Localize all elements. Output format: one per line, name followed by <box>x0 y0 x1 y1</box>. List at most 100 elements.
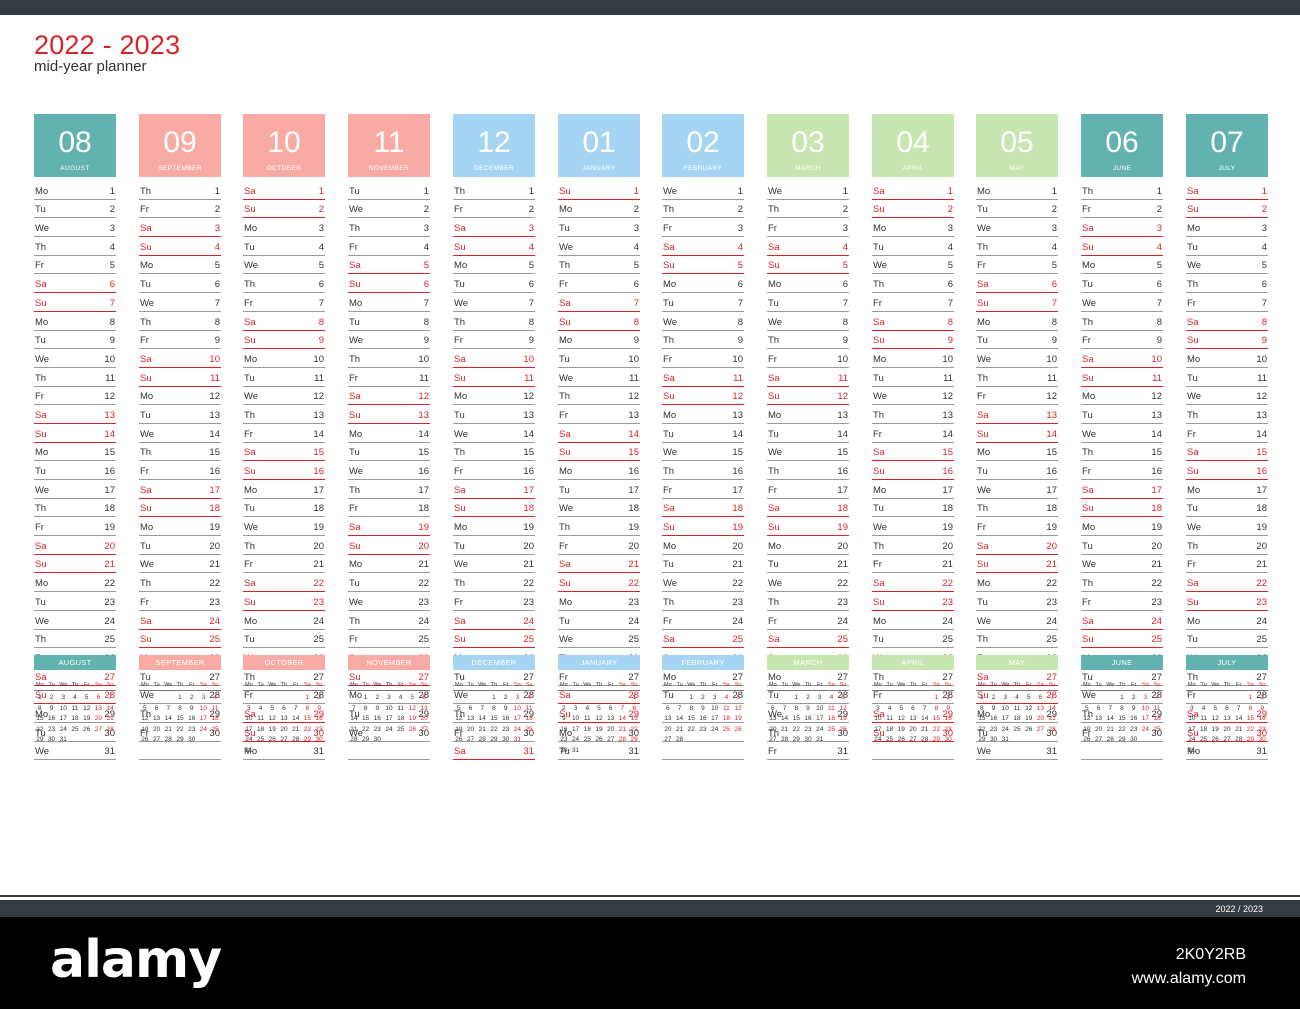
day-row: We 28 <box>453 686 535 705</box>
day-number: 22 <box>313 578 324 590</box>
mini-day: 22 <box>490 725 498 733</box>
day-name: Tu <box>35 204 46 216</box>
mini-day: 30 <box>315 736 323 743</box>
day-name: Sa <box>873 447 885 459</box>
day-number: 19 <box>628 522 639 534</box>
day-name: Sa <box>244 316 256 328</box>
day-number: 5 <box>214 260 220 272</box>
day-number: 13 <box>837 409 848 421</box>
bottom-divider <box>0 895 1300 897</box>
month-number: 10 <box>267 126 301 159</box>
mini-day: 9 <box>701 704 705 712</box>
day-name: Sa <box>349 260 361 272</box>
day-name: Fr <box>559 279 568 291</box>
day-row: Tu 25 <box>243 630 325 649</box>
day-row: Sa 15 <box>243 443 325 462</box>
mini-weekday: Mo <box>1188 682 1196 688</box>
day-name: Mo <box>1187 223 1201 235</box>
mini-day: 22 <box>36 725 44 733</box>
day-number: 22 <box>104 578 115 590</box>
mini-day: 10 <box>513 704 522 712</box>
mini-weekday: Mo <box>36 682 44 688</box>
day-number: 1 <box>947 185 953 197</box>
day-number: 7 <box>214 297 220 309</box>
day-name: Tu <box>873 634 884 646</box>
day-name: Mo <box>349 690 363 702</box>
day-row: Sa 6 <box>34 274 116 294</box>
day-row: Su 27 <box>348 667 430 686</box>
day-name: Sa <box>873 708 885 720</box>
day-row: Sa 1 <box>872 181 954 200</box>
mini-day: 24 <box>199 725 208 733</box>
day-row: Mo 8 <box>976 312 1058 331</box>
day-row: Sa 19 <box>348 517 430 537</box>
day-row: Th 12 <box>558 387 640 406</box>
day-row: Sa 22 <box>872 573 954 593</box>
day-number: 2 <box>1051 204 1057 216</box>
mini-calendar: Mo Tu We Th Fr Sa Su 1 2 3 4 5 6 7 8 9 10 11 12 13 14 15 16 17 1… <box>453 682 535 746</box>
month-column: 08 AUGUST Mo 1 Tu 2 We 3 Th 4 Fr 5 Sa 6 Su 7 Mo 8 Tu 9 We 10 T… <box>34 114 116 761</box>
mini-day: 20 <box>664 725 672 733</box>
month-label-bar: JULY <box>1186 655 1268 670</box>
page-title: 2022 - 2023 <box>34 30 181 60</box>
day-number: 27 <box>104 671 115 683</box>
mini-day: 24 <box>1001 725 1009 733</box>
day-row: Su 25 <box>139 630 221 649</box>
mini-day: 22 <box>932 725 941 733</box>
mini-day: 8 <box>689 704 694 712</box>
day-name: Fr <box>768 615 777 627</box>
day-row: Su 4 <box>453 237 535 256</box>
mini-day: 13 <box>280 715 288 722</box>
day-number: 3 <box>737 223 743 235</box>
day-row: Fr 19 <box>34 517 116 537</box>
day-number: 10 <box>837 353 848 365</box>
day-name: Tu <box>977 335 988 347</box>
mini-day: 2 <box>701 694 705 701</box>
mini-day: 29 <box>303 736 312 743</box>
day-number: 13 <box>104 409 115 421</box>
mini-weekday: Su <box>630 682 638 688</box>
day-number: 7 <box>423 297 429 309</box>
day-row: Th 22 <box>139 573 221 593</box>
day-row: Mo 1 <box>976 181 1058 200</box>
mini-weekday: Th <box>490 682 498 688</box>
day-name: Mo <box>454 522 468 534</box>
mini-day: 25 <box>583 736 591 743</box>
mini-weekday: Su <box>1153 682 1161 688</box>
mini-calendar-header: Mo Tu We Th Fr Sa Su <box>976 682 1058 691</box>
day-number: 15 <box>104 447 115 459</box>
mini-day: 16 <box>699 715 707 722</box>
day-name: Su <box>663 522 675 534</box>
day-name: Fr <box>454 204 463 216</box>
day-number: 25 <box>837 634 848 646</box>
day-number: 19 <box>1046 522 1057 534</box>
day-name: Su <box>244 204 256 216</box>
day-row: Fr 4 <box>348 237 430 256</box>
mini-weekday: Fr <box>922 682 928 688</box>
day-name: We <box>349 466 364 477</box>
day-name: Fr <box>663 615 672 627</box>
day-name: Tu <box>873 241 884 253</box>
mini-day: 30 <box>989 736 998 743</box>
day-row-empty <box>872 742 954 761</box>
day-name: Th <box>454 316 466 328</box>
mini-day: 4 <box>258 704 263 712</box>
mini-day: 6 <box>608 704 613 712</box>
day-row: Mo 16 <box>558 461 640 480</box>
day-row: Mo 8 <box>34 312 116 331</box>
day-number: 19 <box>313 522 324 534</box>
mini-weekday: Mo <box>978 682 986 688</box>
day-row: Fr 20 <box>558 536 640 555</box>
day-number: 21 <box>1256 559 1267 571</box>
day-name: Mo <box>663 540 677 552</box>
day-name: Tu <box>349 185 360 197</box>
day-row: Sa 21 <box>558 555 640 574</box>
mini-day: 7 <box>1050 694 1054 701</box>
day-number: 4 <box>528 241 534 253</box>
month-number: 04 <box>896 126 930 159</box>
mini-day: 26 <box>1083 736 1091 743</box>
day-name: Sa <box>244 708 256 720</box>
mini-day: 12 <box>1083 715 1091 722</box>
day-row: Mo 17 <box>1186 480 1268 499</box>
day-row: Su 22 <box>558 573 640 593</box>
